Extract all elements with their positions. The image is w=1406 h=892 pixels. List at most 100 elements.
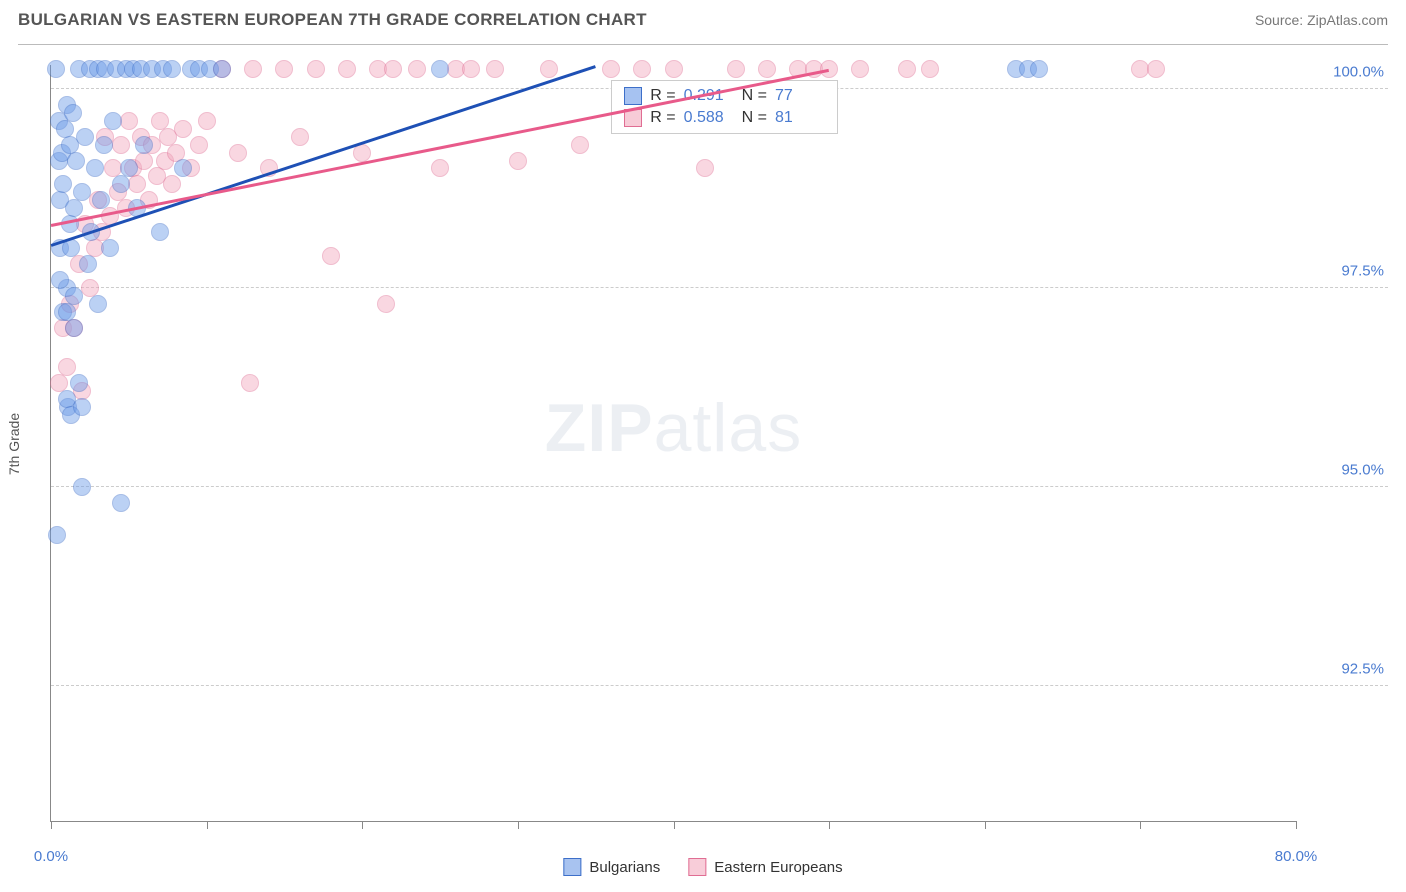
stats-r-value: 0.588 xyxy=(684,109,734,127)
gridline xyxy=(51,685,1388,686)
scatter-point xyxy=(602,60,620,78)
x-tick xyxy=(207,821,208,829)
scatter-point xyxy=(633,60,651,78)
scatter-point xyxy=(112,494,130,512)
scatter-point xyxy=(190,136,208,154)
stats-n-label: N = xyxy=(742,87,767,105)
x-tick xyxy=(518,821,519,829)
scatter-point xyxy=(322,247,340,265)
gridline xyxy=(51,287,1388,288)
scatter-point xyxy=(307,60,325,78)
scatter-point xyxy=(86,159,104,177)
scatter-point xyxy=(431,60,449,78)
scatter-point xyxy=(509,152,527,170)
plot-region: ZIPatlas 92.5%95.0%97.5%100.0%0.0%80.0%R… xyxy=(50,65,1296,822)
x-tick xyxy=(829,821,830,829)
scatter-point xyxy=(73,183,91,201)
chart-area: 7th Grade ZIPatlas 92.5%95.0%97.5%100.0%… xyxy=(18,44,1388,842)
stats-swatch xyxy=(624,109,642,127)
scatter-point xyxy=(486,60,504,78)
scatter-point xyxy=(898,60,916,78)
scatter-point xyxy=(112,136,130,154)
watermark: ZIPatlas xyxy=(545,389,802,467)
scatter-point xyxy=(54,175,72,193)
legend-label: Bulgarians xyxy=(589,859,660,876)
scatter-point xyxy=(462,60,480,78)
scatter-point xyxy=(241,374,259,392)
scatter-point xyxy=(120,159,138,177)
source-attribution: Source: ZipAtlas.com xyxy=(1255,12,1388,28)
scatter-point xyxy=(163,60,181,78)
scatter-point xyxy=(338,60,356,78)
scatter-point xyxy=(95,136,113,154)
scatter-point xyxy=(47,60,65,78)
scatter-point xyxy=(229,144,247,162)
scatter-point xyxy=(571,136,589,154)
scatter-point xyxy=(727,60,745,78)
scatter-point xyxy=(696,159,714,177)
y-axis-label: 7th Grade xyxy=(6,412,22,474)
scatter-point xyxy=(104,112,122,130)
scatter-point xyxy=(135,152,153,170)
stats-swatch xyxy=(624,87,642,105)
scatter-point xyxy=(65,199,83,217)
scatter-point xyxy=(384,60,402,78)
scatter-point xyxy=(758,60,776,78)
scatter-point xyxy=(73,398,91,416)
scatter-point xyxy=(377,295,395,313)
scatter-point xyxy=(64,104,82,122)
scatter-point xyxy=(67,152,85,170)
y-tick-label: 100.0% xyxy=(1333,63,1384,80)
scatter-point xyxy=(431,159,449,177)
scatter-point xyxy=(76,128,94,146)
scatter-point xyxy=(851,60,869,78)
scatter-point xyxy=(112,175,130,193)
scatter-point xyxy=(128,175,146,193)
stats-row: R =0.291N =77 xyxy=(612,85,837,107)
scatter-point xyxy=(58,358,76,376)
x-tick xyxy=(1140,821,1141,829)
scatter-point xyxy=(198,112,216,130)
scatter-point xyxy=(408,60,426,78)
scatter-point xyxy=(1030,60,1048,78)
scatter-point xyxy=(244,60,262,78)
y-tick-label: 95.0% xyxy=(1341,461,1384,478)
legend-swatch xyxy=(563,858,581,876)
chart-title: BULGARIAN VS EASTERN EUROPEAN 7TH GRADE … xyxy=(18,10,647,30)
scatter-point xyxy=(291,128,309,146)
scatter-point xyxy=(79,255,97,273)
scatter-point xyxy=(89,295,107,313)
legend-item: Bulgarians xyxy=(563,858,660,876)
scatter-point xyxy=(120,112,138,130)
legend-swatch xyxy=(688,858,706,876)
scatter-point xyxy=(151,223,169,241)
scatter-point xyxy=(665,60,683,78)
scatter-point xyxy=(213,60,231,78)
scatter-point xyxy=(101,239,119,257)
stats-n-value: 81 xyxy=(775,109,825,127)
x-tick xyxy=(51,821,52,829)
scatter-point xyxy=(70,374,88,392)
scatter-point xyxy=(163,175,181,193)
y-tick-label: 92.5% xyxy=(1341,660,1384,677)
scatter-point xyxy=(48,526,66,544)
stats-row: R = 0.588 N = 81 xyxy=(612,107,837,129)
scatter-point xyxy=(135,136,153,154)
gridline xyxy=(51,486,1388,487)
stats-r-label: R = xyxy=(650,109,675,127)
scatter-point xyxy=(174,159,192,177)
x-tick xyxy=(985,821,986,829)
scatter-point xyxy=(174,120,192,138)
scatter-point xyxy=(65,319,83,337)
scatter-point xyxy=(1147,60,1165,78)
x-tick-label: 0.0% xyxy=(34,848,68,865)
scatter-point xyxy=(540,60,558,78)
scatter-point xyxy=(65,287,83,305)
legend-item: Eastern Europeans xyxy=(688,858,842,876)
x-tick xyxy=(674,821,675,829)
x-tick-label: 80.0% xyxy=(1275,848,1318,865)
stats-n-value: 77 xyxy=(775,87,825,105)
x-tick xyxy=(362,821,363,829)
legend: Bulgarians Eastern Europeans xyxy=(563,858,842,876)
stats-n-label: N = xyxy=(742,109,767,127)
